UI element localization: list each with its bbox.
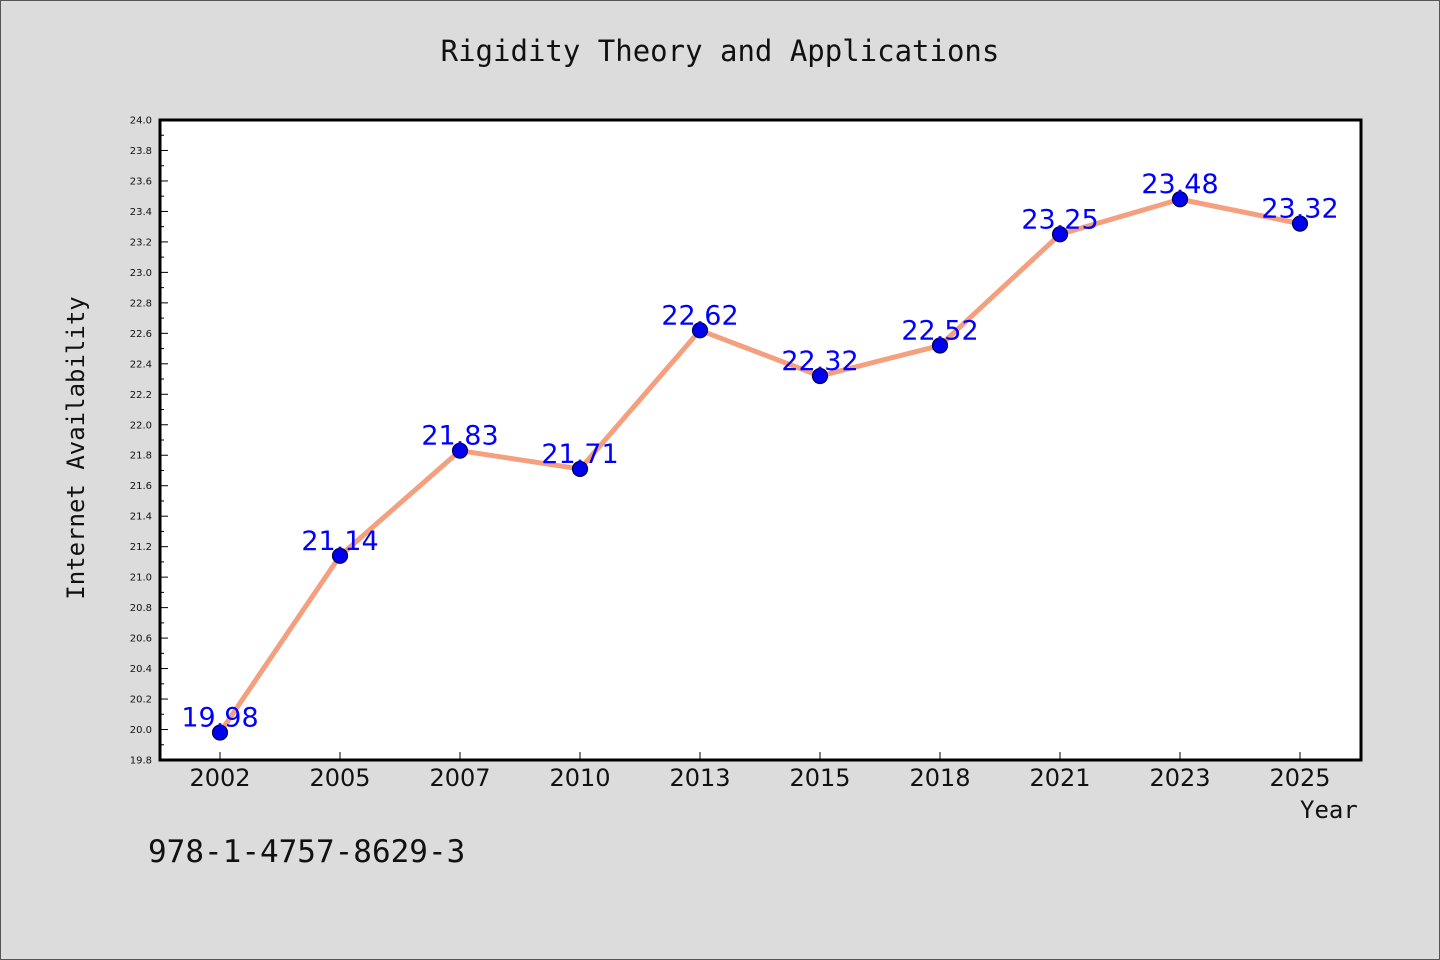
data-label: 19.98 bbox=[181, 703, 258, 734]
y-tick-label: 21.8 bbox=[130, 451, 152, 462]
y-tick-label: 24.0 bbox=[130, 116, 152, 127]
y-tick-label: 21.4 bbox=[130, 512, 152, 523]
y-tick-label: 23.8 bbox=[130, 146, 152, 157]
data-point bbox=[571, 460, 589, 478]
y-tick-label: 20.0 bbox=[130, 725, 152, 736]
y-tick-label: 23.6 bbox=[130, 176, 152, 187]
y-tick-label: 22.8 bbox=[130, 298, 152, 309]
data-label: 22.52 bbox=[901, 316, 978, 347]
data-labels: 19.98 21.14 21.83 21.71 22.62 22.32 22.52 23.25… bbox=[181, 169, 1338, 733]
data-point bbox=[451, 442, 469, 459]
data-label: 21.83 bbox=[421, 421, 498, 452]
data-label: 23.25 bbox=[1021, 204, 1098, 235]
data-label: 23.32 bbox=[1261, 194, 1338, 225]
x-tick-label: 2023 bbox=[1149, 764, 1210, 792]
data-label: 21.71 bbox=[541, 439, 618, 470]
data-label: 22.32 bbox=[781, 346, 858, 377]
data-label: 21.14 bbox=[301, 526, 378, 557]
x-tick-label: 2025 bbox=[1269, 764, 1330, 792]
x-tick-label: 2005 bbox=[309, 764, 370, 792]
series-line bbox=[217, 196, 1303, 736]
data-point bbox=[691, 322, 709, 339]
x-tick-label: 2013 bbox=[669, 764, 730, 792]
y-tick-label: 20.2 bbox=[130, 695, 152, 706]
x-axis-label: Year bbox=[1300, 796, 1358, 824]
y-tick-label: 22.0 bbox=[130, 420, 152, 431]
y-tick-label: 22.2 bbox=[130, 390, 152, 401]
data-label: 22.62 bbox=[661, 300, 738, 331]
y-axis-ticks: 19.8 20.0 20.2 20.4 20.6 20.8 21.0 21.2 21.4 21.6… bbox=[130, 116, 168, 767]
y-tick-label: 20.4 bbox=[130, 664, 152, 675]
isbn-annotation: 978-1-4757-8629-3 bbox=[148, 834, 466, 870]
data-point bbox=[811, 367, 829, 385]
x-tick-label: 2010 bbox=[549, 764, 610, 792]
y-tick-label: 23.2 bbox=[130, 237, 152, 248]
y-tick-label: 19.8 bbox=[130, 756, 152, 767]
y-tick-label: 21.6 bbox=[130, 481, 152, 492]
x-tick-label: 2021 bbox=[1029, 764, 1090, 792]
data-label: 23.48 bbox=[1141, 169, 1218, 200]
y-tick-label: 20.6 bbox=[130, 634, 152, 645]
y-tick-label: 22.4 bbox=[130, 359, 152, 370]
data-point bbox=[211, 724, 229, 741]
data-point bbox=[931, 337, 949, 354]
y-tick-label: 23.4 bbox=[130, 207, 152, 218]
y-tick-label: 22.6 bbox=[130, 329, 152, 340]
y-tick-label: 21.0 bbox=[130, 573, 152, 584]
x-tick-label: 2002 bbox=[189, 764, 250, 792]
plot-area bbox=[158, 118, 1363, 762]
data-point bbox=[331, 547, 349, 564]
data-point bbox=[1291, 215, 1309, 232]
data-point bbox=[1051, 226, 1069, 243]
chart-title: Rigidity Theory and Applications bbox=[440, 34, 1000, 68]
x-tick-label: 2015 bbox=[789, 764, 850, 792]
y-tick-label: 21.2 bbox=[130, 542, 152, 553]
x-tick-label: 2018 bbox=[909, 764, 970, 792]
y-tick-label: 23.0 bbox=[130, 268, 152, 279]
data-point bbox=[1171, 191, 1189, 208]
y-tick-label: 20.8 bbox=[130, 603, 152, 614]
x-tick-label: 2007 bbox=[429, 764, 490, 792]
data-markers bbox=[211, 191, 1309, 741]
x-axis-ticks: 2002 2005 2007 2010 2013 2015 2018 2021 2023 2025 bbox=[189, 752, 1331, 792]
